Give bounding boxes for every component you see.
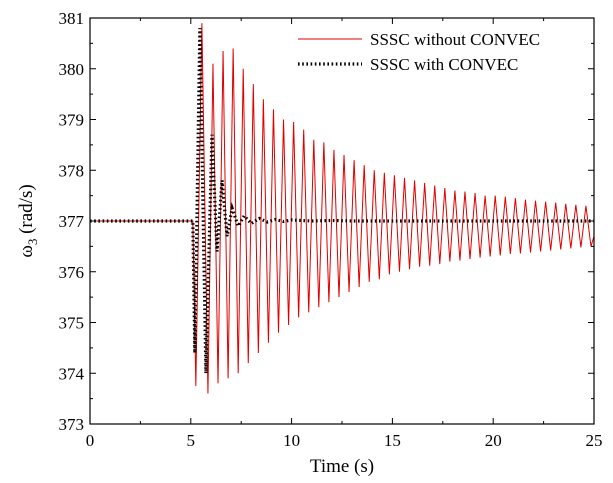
- y-tick-label: 376: [59, 263, 85, 282]
- x-tick-label: 20: [485, 431, 502, 450]
- y-tick-label: 377: [59, 212, 85, 231]
- legend: SSSC without CONVEC SSSC with CONVEC: [298, 30, 540, 74]
- x-tick-label: 0: [86, 431, 95, 450]
- series-line-1: [90, 23, 594, 394]
- x-tick-label: 25: [586, 431, 603, 450]
- y-tick-label: 378: [59, 161, 85, 180]
- x-tick-label: 15: [384, 431, 401, 450]
- plot-area: [90, 23, 594, 394]
- legend-label-2: SSSC with CONVEC: [370, 55, 518, 74]
- legend-label-1: SSSC without CONVEC: [370, 30, 540, 49]
- x-axis-label: Time (s): [310, 456, 374, 477]
- y-tick-label: 380: [59, 60, 85, 79]
- x-tick-label: 10: [283, 431, 300, 450]
- y-axis-label-main: ω: [16, 245, 37, 258]
- y-tick-label: 379: [59, 111, 85, 130]
- y-tick-label: 374: [59, 364, 85, 383]
- y-tick-label: 373: [59, 415, 85, 434]
- axis-ticks: 0 5 10 15 20 25 373 374 375 376 377 378 379 380 381: [59, 9, 603, 450]
- y-axis-label: ω3 (rad/s): [16, 184, 40, 257]
- y-tick-label: 381: [59, 9, 85, 28]
- x-tick-label: 5: [187, 431, 196, 450]
- y-tick-label: 375: [59, 314, 85, 333]
- y-axis-label-rest: (rad/s): [16, 184, 37, 238]
- y-axis-label-sub: 3: [25, 239, 40, 246]
